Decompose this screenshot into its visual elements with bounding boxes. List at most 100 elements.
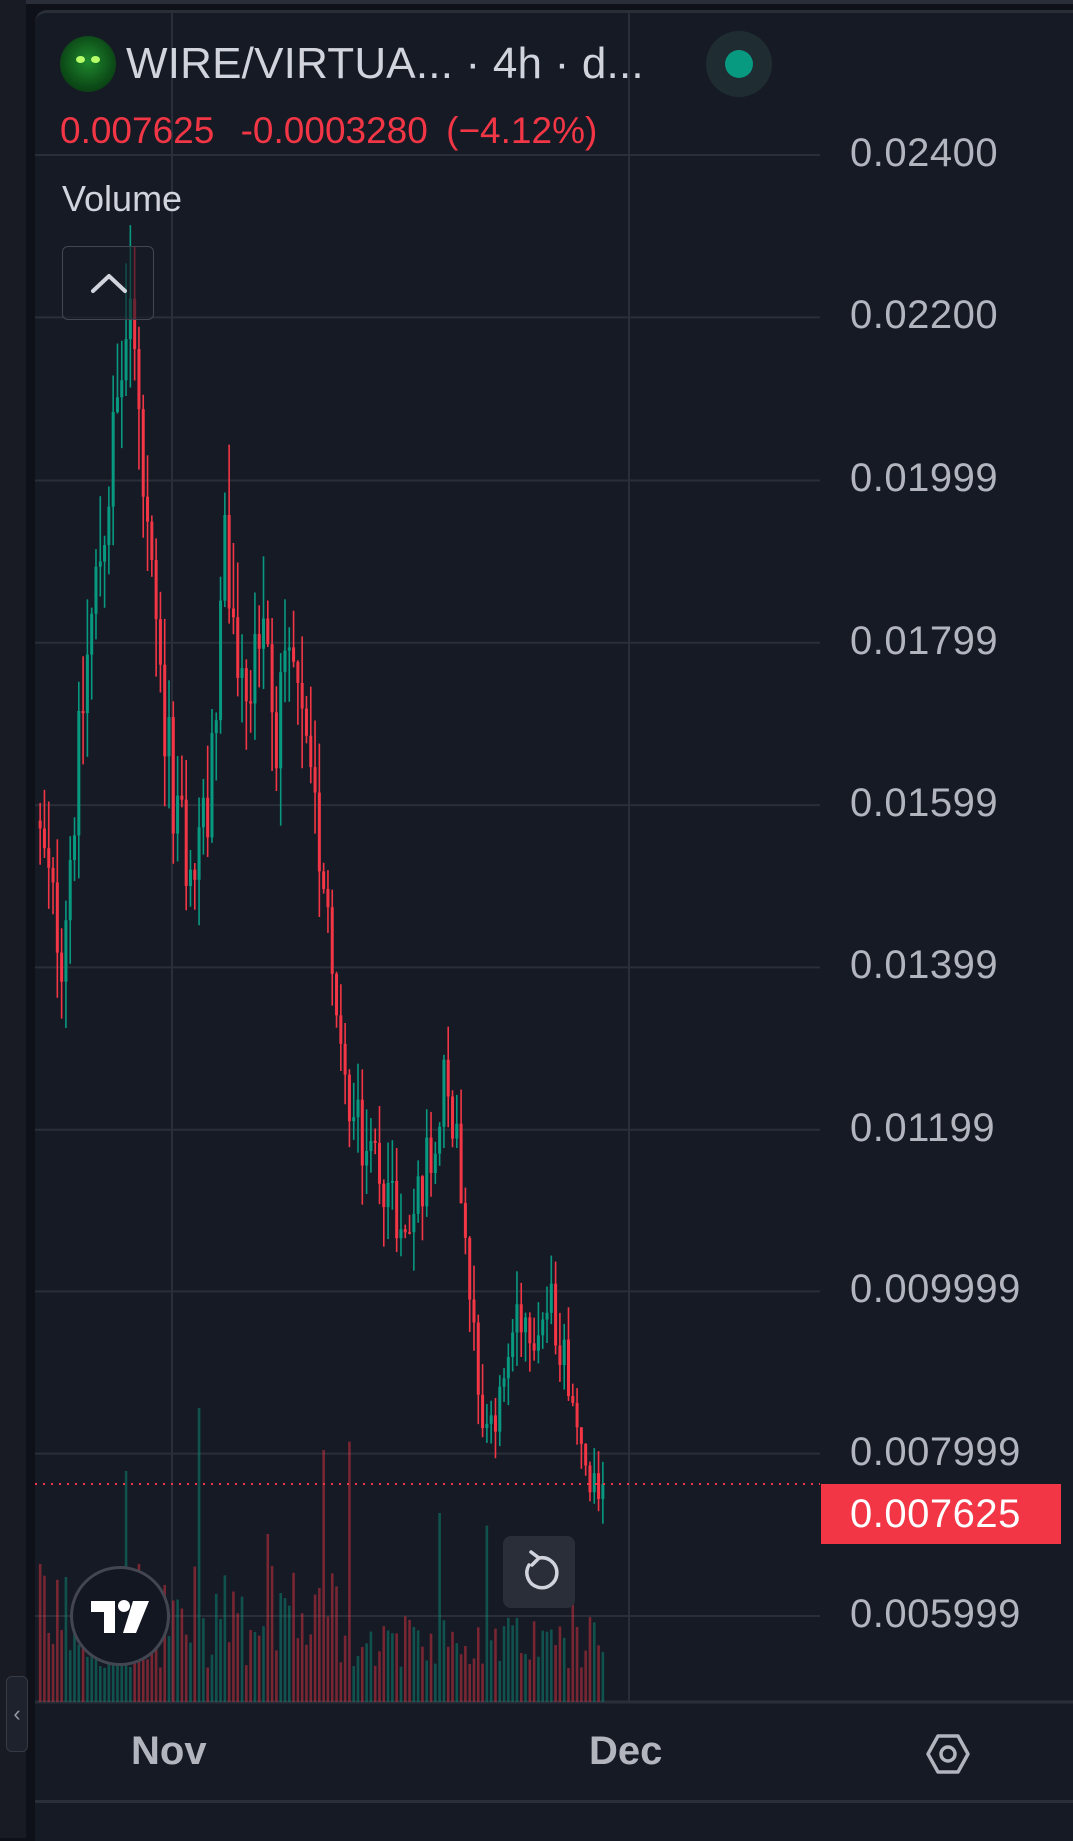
candle-body xyxy=(90,613,94,655)
volume-bar xyxy=(511,1625,514,1702)
time-label-dec: Dec xyxy=(589,1729,663,1773)
candle-body xyxy=(253,634,257,704)
candle-body xyxy=(300,682,304,709)
volume-bar xyxy=(167,1636,171,1702)
candle-body xyxy=(154,559,158,620)
candle-body xyxy=(184,799,188,887)
candle-body xyxy=(73,835,77,861)
volume-bar xyxy=(562,1637,566,1702)
volume-bar xyxy=(498,1660,502,1702)
volume-bar xyxy=(172,1600,175,1702)
collapse-indicators-button[interactable] xyxy=(62,246,154,320)
volume-bar xyxy=(588,1617,592,1702)
volume-bar xyxy=(189,1642,192,1702)
candle-body xyxy=(51,867,55,883)
volume-bar xyxy=(442,1620,446,1702)
candle-body xyxy=(313,767,317,793)
volume-bar xyxy=(416,1630,420,1702)
candle-body xyxy=(176,795,180,834)
price-axis-label: 0.01799 xyxy=(850,618,999,663)
volume-bar xyxy=(438,1513,441,1702)
volume-bar xyxy=(507,1617,510,1702)
candle-body xyxy=(47,848,51,868)
candle-body xyxy=(416,1176,420,1214)
candle-body xyxy=(124,339,128,381)
volume-bar xyxy=(129,1666,132,1702)
volume-bar xyxy=(575,1626,579,1702)
candle-body xyxy=(566,1339,570,1396)
settings-icon[interactable] xyxy=(924,1730,972,1778)
candle-body xyxy=(98,561,102,567)
volume-indicator-label[interactable]: Volume xyxy=(62,178,183,219)
candle-body xyxy=(180,795,184,800)
volume-bar xyxy=(184,1634,188,1702)
candle-body xyxy=(141,409,145,497)
candle-body xyxy=(420,1176,424,1207)
candlesticks xyxy=(38,225,605,1524)
candle-body xyxy=(120,380,124,398)
candle-body xyxy=(558,1345,562,1365)
candle-body xyxy=(472,1299,476,1323)
volume-bar xyxy=(532,1621,536,1702)
candle-body xyxy=(322,871,326,889)
volume-bar xyxy=(330,1573,334,1702)
volume-bar xyxy=(210,1654,214,1702)
volume-bar xyxy=(47,1632,51,1702)
candle-body xyxy=(485,1423,489,1429)
last-price-value: 0.007625 xyxy=(60,110,215,151)
symbol-title[interactable]: WIRE/VIRTUA... · 4h · d... xyxy=(126,39,644,88)
volume-bar xyxy=(395,1633,398,1702)
volume-bar xyxy=(214,1593,218,1702)
price-axis-label: 0.01999 xyxy=(850,456,999,501)
candle-body xyxy=(270,644,274,713)
candle-body xyxy=(365,1151,369,1166)
candle-body xyxy=(339,1015,343,1044)
candle-body xyxy=(579,1427,583,1444)
volume-bar xyxy=(326,1616,330,1702)
volume-bar xyxy=(283,1598,287,1702)
candle-body xyxy=(249,701,253,704)
volume-bar xyxy=(300,1613,304,1702)
candle-body xyxy=(408,1232,412,1234)
candle-body xyxy=(455,1123,459,1139)
tradingview-logo[interactable] xyxy=(70,1566,170,1666)
candle-body xyxy=(360,1099,364,1166)
candle-body xyxy=(399,1229,403,1239)
volume-bar xyxy=(348,1441,351,1702)
candle-body xyxy=(210,733,214,838)
candle-body xyxy=(133,298,137,350)
volume-bar xyxy=(571,1576,575,1702)
volume-bar xyxy=(425,1660,429,1702)
price-change: -0.0003280 xyxy=(240,110,428,151)
volume-bar xyxy=(236,1613,240,1702)
volume-bar xyxy=(519,1653,523,1702)
candle-body xyxy=(373,1140,377,1143)
volume-bar xyxy=(472,1658,476,1702)
sidebar-toggle-button[interactable]: ‹ xyxy=(6,1676,28,1752)
candle-body xyxy=(506,1356,510,1379)
reset-chart-button[interactable] xyxy=(503,1536,575,1608)
candle-body xyxy=(442,1059,446,1127)
reset-icon xyxy=(525,1550,559,1590)
candle-body xyxy=(236,617,240,678)
candle-body xyxy=(592,1473,596,1493)
candle-body xyxy=(103,545,107,562)
market-status-indicator[interactable] xyxy=(706,31,772,97)
volume-bar xyxy=(193,1566,197,1702)
market-open-dot xyxy=(725,50,753,78)
candle-body xyxy=(519,1304,523,1333)
candle-body xyxy=(188,869,192,887)
volume-bar xyxy=(257,1635,261,1702)
volume-bar xyxy=(459,1654,463,1702)
candle-body xyxy=(163,664,167,757)
candle-body xyxy=(528,1317,532,1344)
candle-body xyxy=(545,1312,549,1320)
volume-bar xyxy=(51,1643,55,1702)
candle-body xyxy=(386,1182,390,1208)
volume-bar xyxy=(98,1666,102,1702)
volume-bar xyxy=(399,1666,403,1702)
volume-bar xyxy=(455,1643,459,1702)
volume-bar xyxy=(163,1585,167,1702)
price-axis-label: 0.01599 xyxy=(850,781,999,826)
